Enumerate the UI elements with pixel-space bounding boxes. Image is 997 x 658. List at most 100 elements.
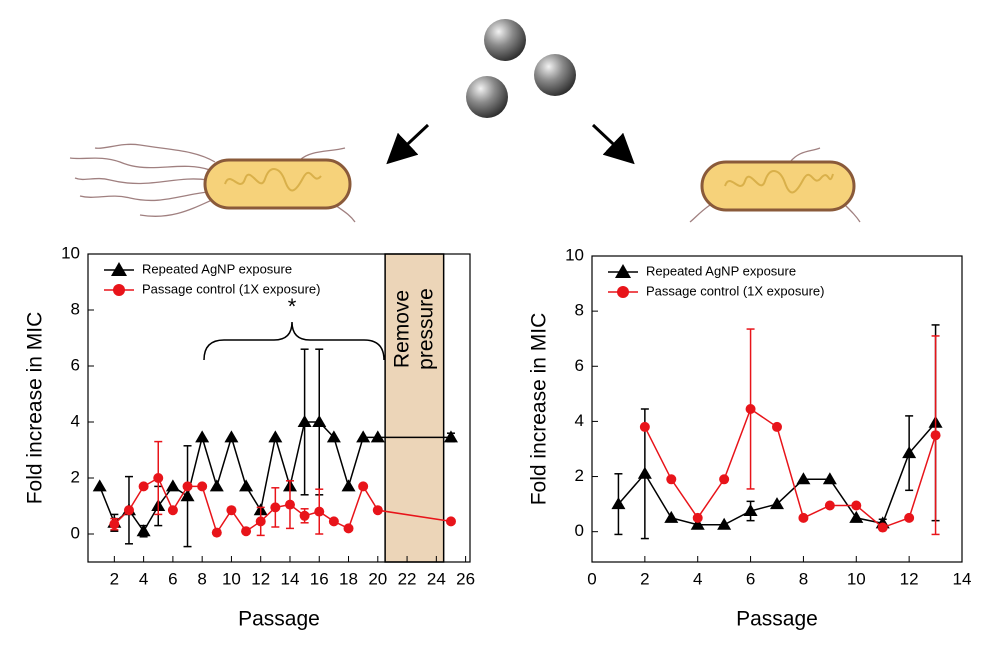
circle-marker: [167, 505, 178, 516]
triangle-marker: [268, 430, 283, 443]
circle-marker: [824, 500, 835, 511]
circle-marker: [197, 481, 208, 492]
x-tick-label: 12: [900, 569, 919, 588]
triangle-marker: [224, 430, 239, 443]
circle-marker: [719, 474, 730, 485]
triangle-marker: [743, 504, 758, 516]
circle-marker: [358, 481, 369, 492]
circle-marker: [639, 421, 650, 432]
y-tick-label: 2: [71, 467, 80, 486]
x-tick-label: 14: [281, 569, 300, 588]
x-tick-label: 4: [693, 569, 702, 588]
triangle-marker: [796, 472, 811, 485]
circle-marker: [182, 481, 193, 492]
circle-marker: [123, 505, 134, 516]
x-tick-label: 0: [587, 569, 596, 588]
y-tick-label: 0: [575, 521, 584, 540]
circle-marker: [138, 481, 149, 492]
y-tick-label: 10: [565, 245, 584, 264]
x-tick-label: 24: [427, 569, 446, 588]
circle-marker: [343, 523, 354, 534]
band-label: Removepressure: [390, 288, 437, 370]
circle-marker: [314, 506, 325, 517]
nanoparticle: [534, 54, 576, 96]
triangle-marker: [370, 430, 385, 443]
x-tick-label: 20: [368, 569, 387, 588]
x-tick-label: 10: [847, 569, 866, 588]
triangle-marker: [341, 479, 356, 492]
circle-marker: [299, 510, 310, 521]
triangle-marker: [822, 472, 837, 485]
triangle-marker: [637, 466, 652, 479]
x-tick-label: 8: [799, 569, 808, 588]
illustration: [69, 19, 861, 223]
x-tick-label: 6: [168, 569, 177, 588]
y-tick-label: 6: [71, 355, 80, 374]
triangle-marker: [664, 510, 679, 523]
circle-marker: [772, 421, 782, 432]
legend-marker: [615, 264, 631, 278]
legend-label: Repeated AgNP exposure: [646, 263, 796, 278]
triangle-marker: [195, 430, 210, 443]
circle-marker: [226, 505, 237, 516]
legend-marker: [617, 286, 629, 298]
x-tick-label: 8: [197, 569, 206, 588]
circle-marker: [328, 516, 339, 527]
y-tick-label: 10: [61, 243, 80, 262]
y-axis-label: Fold increase in MIC: [24, 312, 47, 505]
x-tick-label: 2: [110, 569, 119, 588]
brace: [203, 321, 385, 361]
triangle-marker: [443, 430, 458, 443]
triangle-marker: [356, 430, 371, 443]
triangle-marker: [239, 479, 254, 492]
x-tick-label: 16: [310, 569, 329, 588]
triangle-marker: [209, 479, 224, 492]
x-tick-label: 18: [339, 569, 358, 588]
x-axis-label: Passage: [736, 608, 818, 631]
circle-marker: [745, 404, 756, 414]
circle-marker: [692, 512, 703, 523]
circle-marker: [877, 522, 888, 533]
y-tick-label: 0: [71, 523, 80, 542]
x-tick-label: 22: [398, 569, 417, 588]
triangle-marker: [326, 430, 341, 443]
plot-frame: [591, 255, 963, 563]
nanoparticle: [484, 19, 526, 61]
x-tick-label: 10: [222, 569, 241, 588]
triangle-marker: [165, 479, 180, 492]
dna: [724, 170, 834, 194]
y-tick-label: 4: [575, 411, 584, 430]
annotation: *: [288, 294, 297, 319]
arrow: [386, 123, 430, 165]
circle-marker: [284, 499, 295, 510]
circle-marker: [798, 512, 809, 523]
arrow: [591, 123, 635, 165]
circle-marker: [372, 505, 383, 516]
y-tick-label: 8: [575, 301, 584, 320]
x-tick-label: 12: [251, 569, 270, 588]
triangle-marker: [611, 497, 626, 510]
triangle-marker: [180, 489, 195, 502]
triangle-marker: [136, 524, 151, 537]
triangle-marker: [690, 517, 705, 530]
bacterium: [203, 158, 352, 210]
legend-marker: [113, 284, 125, 296]
y-tick-label: 6: [575, 356, 584, 375]
legend-label: Passage control (1X exposure): [142, 281, 320, 296]
series-line: [644, 407, 937, 529]
circle-marker: [930, 430, 941, 441]
y-tick-label: 8: [71, 299, 80, 318]
circle-marker: [904, 512, 915, 523]
x-tick-label: 14: [953, 569, 972, 588]
triangle-marker: [770, 497, 784, 510]
circle-marker: [241, 526, 252, 537]
triangle-marker: [902, 446, 917, 459]
x-tick-label: 26: [456, 569, 475, 588]
circle-marker: [270, 502, 281, 513]
circle-marker: [445, 516, 456, 527]
circle-marker: [153, 473, 164, 483]
circle-marker: [666, 474, 677, 485]
x-tick-label: 2: [640, 569, 649, 588]
x-tick-label: 6: [746, 569, 755, 588]
